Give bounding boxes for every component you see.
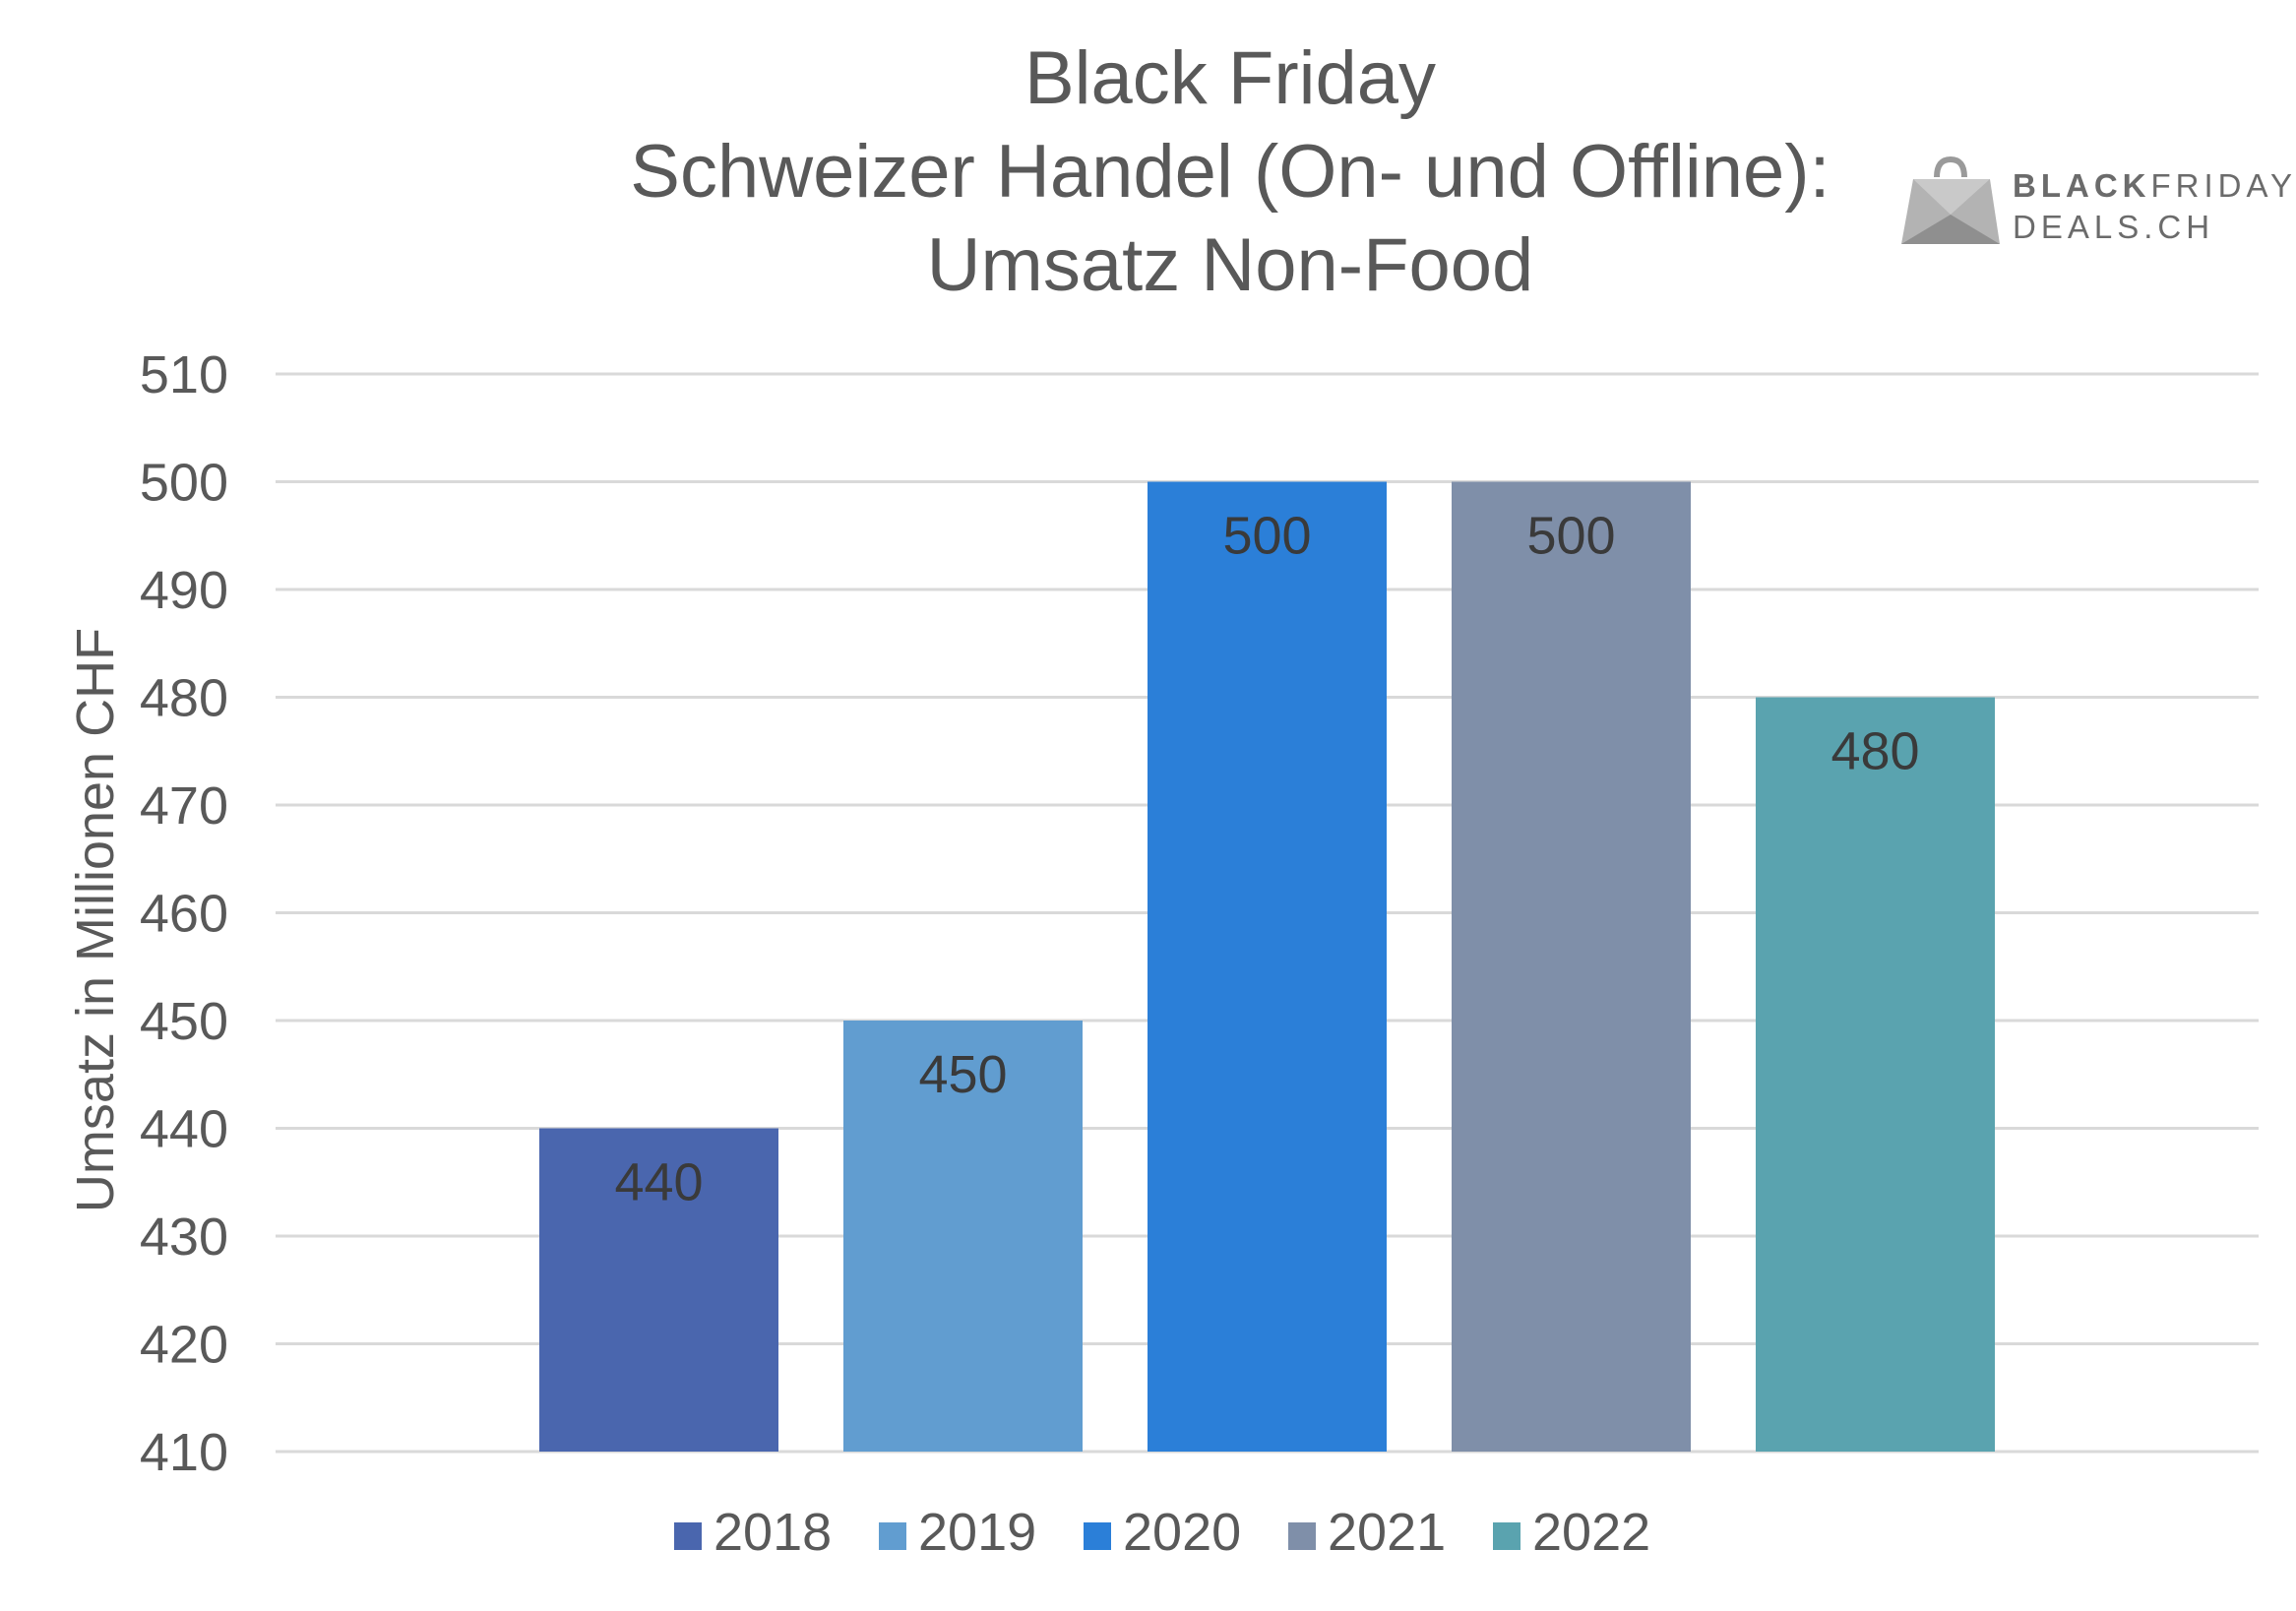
chart-title: Black Friday Schweizer Handel (On- und O… <box>630 36 1830 307</box>
data-label-2019: 450 <box>918 1045 1007 1104</box>
y-tick-label: 440 <box>140 1100 228 1159</box>
bar-2020 <box>1148 481 1387 1452</box>
data-labels: 440 450 500 500 480 <box>614 507 1919 1212</box>
legend-label-2021: 2021 <box>1328 1503 1446 1562</box>
y-tick-label: 470 <box>140 776 228 836</box>
data-label-2020: 500 <box>1222 507 1311 566</box>
chart-title-line-2: Schweizer Handel (On- und Offline): <box>630 130 1830 214</box>
legend-swatch-2022 <box>1493 1522 1520 1550</box>
legend-swatch-2019 <box>879 1522 906 1550</box>
bar-2021 <box>1452 481 1691 1452</box>
data-label-2018: 440 <box>614 1153 703 1212</box>
bar-2018 <box>539 1128 778 1452</box>
legend: 2018 2019 2020 2021 2022 <box>674 1503 1650 1562</box>
y-tick-label: 500 <box>140 454 228 513</box>
y-tick-label: 490 <box>140 561 228 620</box>
bar-2019 <box>843 1021 1083 1452</box>
y-tick-label: 420 <box>140 1316 228 1375</box>
legend-swatch-2018 <box>674 1522 702 1550</box>
y-tick-label: 460 <box>140 885 228 944</box>
legend-swatch-2021 <box>1288 1522 1316 1550</box>
legend-label-2022: 2022 <box>1532 1503 1650 1562</box>
logo-text-line-2: DEALS.CH <box>2013 209 2215 245</box>
y-axis-ticks: 510 500 490 480 470 460 450 440 430 420 410 <box>140 345 228 1482</box>
chart-title-line-1: Black Friday <box>1024 36 1436 120</box>
data-label-2021: 500 <box>1526 507 1615 566</box>
shopping-bag-icon <box>1901 155 2000 244</box>
y-axis-label: Umsatz in Millionen CHF <box>66 628 125 1212</box>
data-label-2022: 480 <box>1831 722 1919 781</box>
brand-logo: BLACKFRIDAY DEALS.CH <box>1899 155 2292 254</box>
legend-swatch-2020 <box>1084 1522 1111 1550</box>
bars <box>539 481 1995 1452</box>
y-tick-label: 430 <box>140 1208 228 1267</box>
legend-label-2018: 2018 <box>714 1503 832 1562</box>
y-tick-label: 410 <box>140 1423 228 1482</box>
chart-title-line-3: Umsatz Non-Food <box>927 223 1534 307</box>
legend-label-2019: 2019 <box>918 1503 1036 1562</box>
bar-2022 <box>1756 697 1995 1452</box>
y-tick-label: 480 <box>140 669 228 728</box>
legend-label-2020: 2020 <box>1123 1503 1241 1562</box>
y-tick-label: 510 <box>140 345 228 404</box>
y-tick-label: 450 <box>140 992 228 1051</box>
logo-text-line-1: BLACKFRIDAY <box>2013 167 2296 204</box>
